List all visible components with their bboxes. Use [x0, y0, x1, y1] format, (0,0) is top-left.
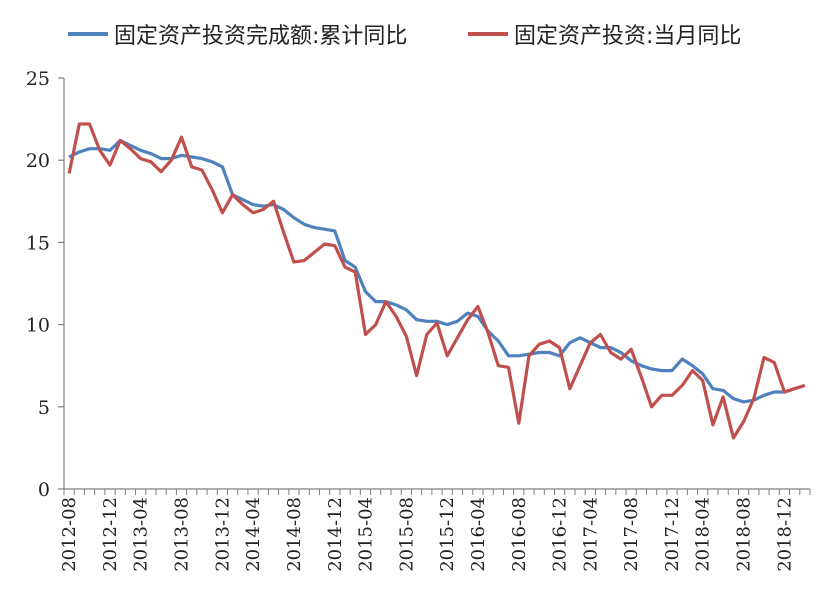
legend-item-monthly: 固定资产投资:当月同比 [468, 14, 741, 54]
y-tick-label: 15 [26, 232, 50, 254]
legend-swatch-monthly [468, 32, 508, 36]
x-tick-label: 2012-12 [100, 497, 121, 572]
y-tick-label: 25 [26, 68, 50, 90]
y-tick-label: 10 [26, 315, 50, 337]
y-tick-label: 20 [26, 150, 50, 172]
legend-label-monthly: 固定资产投资:当月同比 [514, 24, 742, 49]
x-tick-label: 2013-04 [131, 497, 152, 572]
x-tick-label: 2018-04 [693, 497, 714, 572]
legend-swatch-cumulative [68, 32, 108, 36]
series-line-cumulative [68, 138, 806, 404]
legend: 固定资产投资完成额:累计同比 固定资产投资:当月同比 [0, 14, 833, 54]
x-tick-label: 2012-08 [59, 497, 80, 572]
series-group [67, 122, 806, 440]
x-tick-label: 2015-04 [355, 497, 376, 572]
x-tick-label: 2018-12 [774, 497, 795, 572]
x-tick-label: 2015-12 [437, 497, 458, 572]
x-tick-group: 2012-08 2012-12 2013-04 2013-08 2013-12 2014-… [59, 489, 811, 572]
x-tick-label: 2014-08 [284, 497, 305, 572]
x-tick-label: 2013-12 [212, 497, 233, 572]
x-tick-label: 2016-04 [468, 497, 489, 572]
x-tick-label: 2018-08 [734, 497, 755, 572]
x-tick-label: 2014-04 [243, 497, 264, 572]
series-line-monthly [67, 122, 806, 440]
x-tick-label: 2017-12 [662, 497, 683, 572]
x-tick-label: 2013-08 [172, 497, 193, 572]
legend-item-cumulative: 固定资产投资完成额:累计同比 [68, 14, 407, 54]
legend-label-cumulative: 固定资产投资完成额:累计同比 [114, 24, 408, 49]
x-tick-label: 2015-08 [396, 497, 417, 572]
x-tick-label: 2016-12 [550, 497, 571, 572]
x-tick-label: 2014-12 [325, 497, 346, 572]
x-tick-label: 2017-08 [621, 497, 642, 572]
y-tick-label: 5 [38, 397, 50, 419]
y-tick-group: 0 5 10 15 20 25 [26, 68, 64, 501]
y-tick-label: 0 [38, 479, 50, 501]
x-tick-label: 2016-08 [509, 497, 530, 572]
x-tick-label: 2017-04 [580, 497, 601, 572]
